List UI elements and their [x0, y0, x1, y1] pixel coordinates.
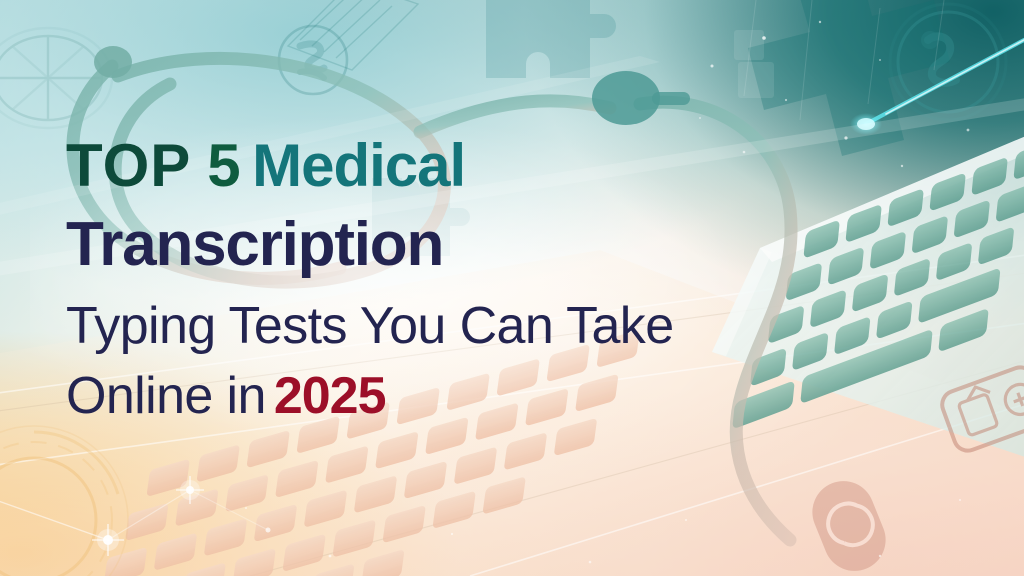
- headline-medical-label: Medical: [252, 132, 466, 199]
- headline-top-label: TOP: [66, 132, 192, 199]
- medical-tile-icon: [940, 365, 1024, 453]
- headline-line-4: Online in 2025: [66, 370, 946, 436]
- headline-year-label: 2025: [273, 367, 387, 425]
- data-streaks: [743, 0, 945, 121]
- headline-number-label: 5: [207, 132, 241, 199]
- stethoscope-chestpiece: [592, 71, 690, 125]
- headline-line-2: Transcription: [66, 210, 444, 279]
- headline-online-prefix: Online in: [66, 367, 266, 425]
- headline-line-3: Typing Tests You Can Take: [66, 297, 674, 355]
- dust-specks: [245, 499, 961, 564]
- headline-block: TOP 5 Medical Transcription Typing Tests Y…: [30, 110, 950, 460]
- laptop-outline-topcenter: [286, 0, 420, 71]
- pill-capsule-icon: [812, 481, 886, 571]
- headline-line-1: TOP 5 Medical: [66, 136, 946, 210]
- sparkle-nodes: [0, 476, 271, 556]
- stethoscope-eartip: [94, 46, 132, 78]
- medical-cross-icon: [748, 0, 950, 156]
- hud-ring-icon: [0, 425, 129, 576]
- accent-squares: [734, 30, 774, 98]
- puzzle-piece-icon: [486, 0, 616, 78]
